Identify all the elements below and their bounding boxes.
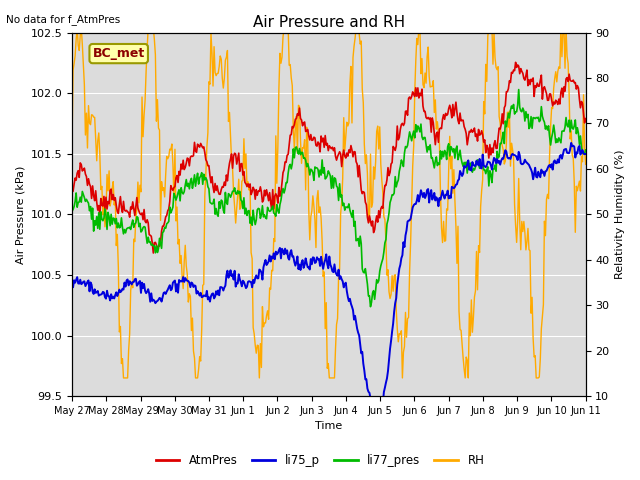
Text: No data for f_AtmPres: No data for f_AtmPres — [6, 14, 121, 25]
Text: BC_met: BC_met — [93, 47, 145, 60]
X-axis label: Time: Time — [315, 421, 342, 432]
Legend: AtmPres, li75_p, li77_pres, RH: AtmPres, li75_p, li77_pres, RH — [151, 449, 489, 472]
Y-axis label: Relativity Humidity (%): Relativity Humidity (%) — [615, 150, 625, 279]
Title: Air Pressure and RH: Air Pressure and RH — [253, 15, 405, 30]
Y-axis label: Air Pressure (kPa): Air Pressure (kPa) — [15, 165, 25, 264]
